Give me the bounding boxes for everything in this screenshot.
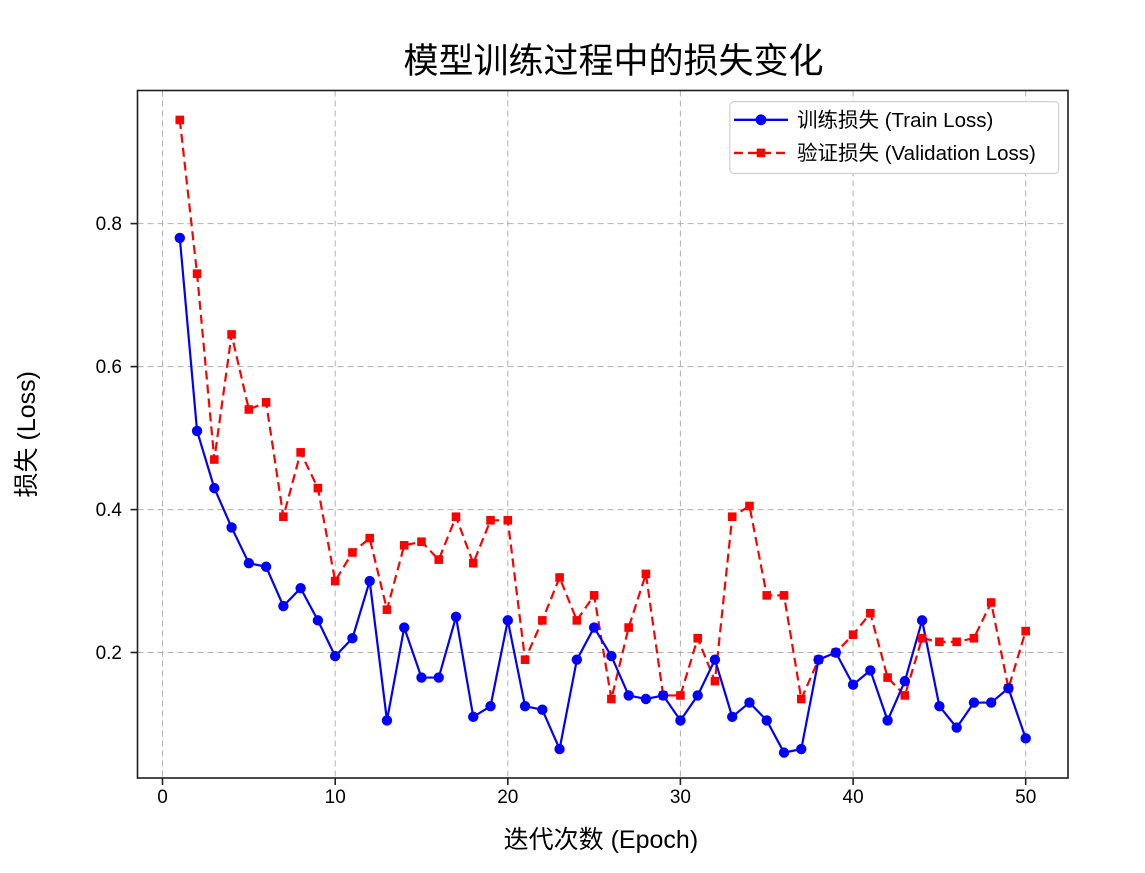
svg-text:损失 (Loss): 损失 (Loss) bbox=[13, 371, 41, 497]
svg-text:20: 20 bbox=[497, 787, 518, 808]
svg-text:0.8: 0.8 bbox=[96, 214, 122, 235]
svg-text:训练损失 (Train Loss): 训练损失 (Train Loss) bbox=[797, 109, 993, 132]
svg-text:0.4: 0.4 bbox=[96, 500, 123, 521]
svg-text:验证损失 (Validation Loss): 验证损失 (Validation Loss) bbox=[797, 142, 1036, 165]
svg-text:30: 30 bbox=[670, 787, 691, 808]
svg-text:0.2: 0.2 bbox=[96, 643, 122, 664]
svg-text:0: 0 bbox=[157, 787, 168, 808]
svg-text:0.6: 0.6 bbox=[96, 357, 122, 378]
svg-text:50: 50 bbox=[1015, 787, 1036, 808]
svg-text:10: 10 bbox=[325, 787, 346, 808]
svg-text:40: 40 bbox=[843, 787, 864, 808]
svg-text:迭代次数 (Epoch): 迭代次数 (Epoch) bbox=[504, 826, 698, 854]
svg-text:模型训练过程中的损失变化: 模型训练过程中的损失变化 bbox=[403, 42, 823, 81]
